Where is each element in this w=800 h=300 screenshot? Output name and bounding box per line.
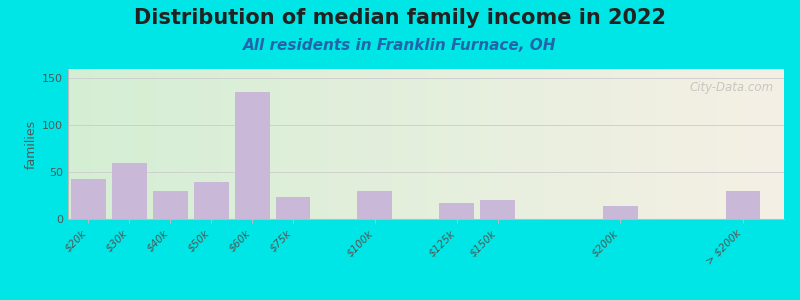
Bar — [603, 206, 638, 219]
Bar — [726, 191, 761, 219]
Bar — [153, 191, 188, 219]
Text: Distribution of median family income in 2022: Distribution of median family income in … — [134, 8, 666, 28]
Bar — [276, 197, 310, 219]
Bar — [358, 191, 392, 219]
Bar — [439, 203, 474, 219]
Text: All residents in Franklin Furnace, OH: All residents in Franklin Furnace, OH — [243, 38, 557, 52]
Bar — [194, 182, 229, 219]
Bar — [71, 179, 106, 219]
Bar — [234, 92, 270, 219]
Text: City-Data.com: City-Data.com — [689, 81, 774, 94]
Y-axis label: families: families — [25, 119, 38, 169]
Bar — [112, 163, 146, 219]
Bar — [480, 200, 515, 219]
